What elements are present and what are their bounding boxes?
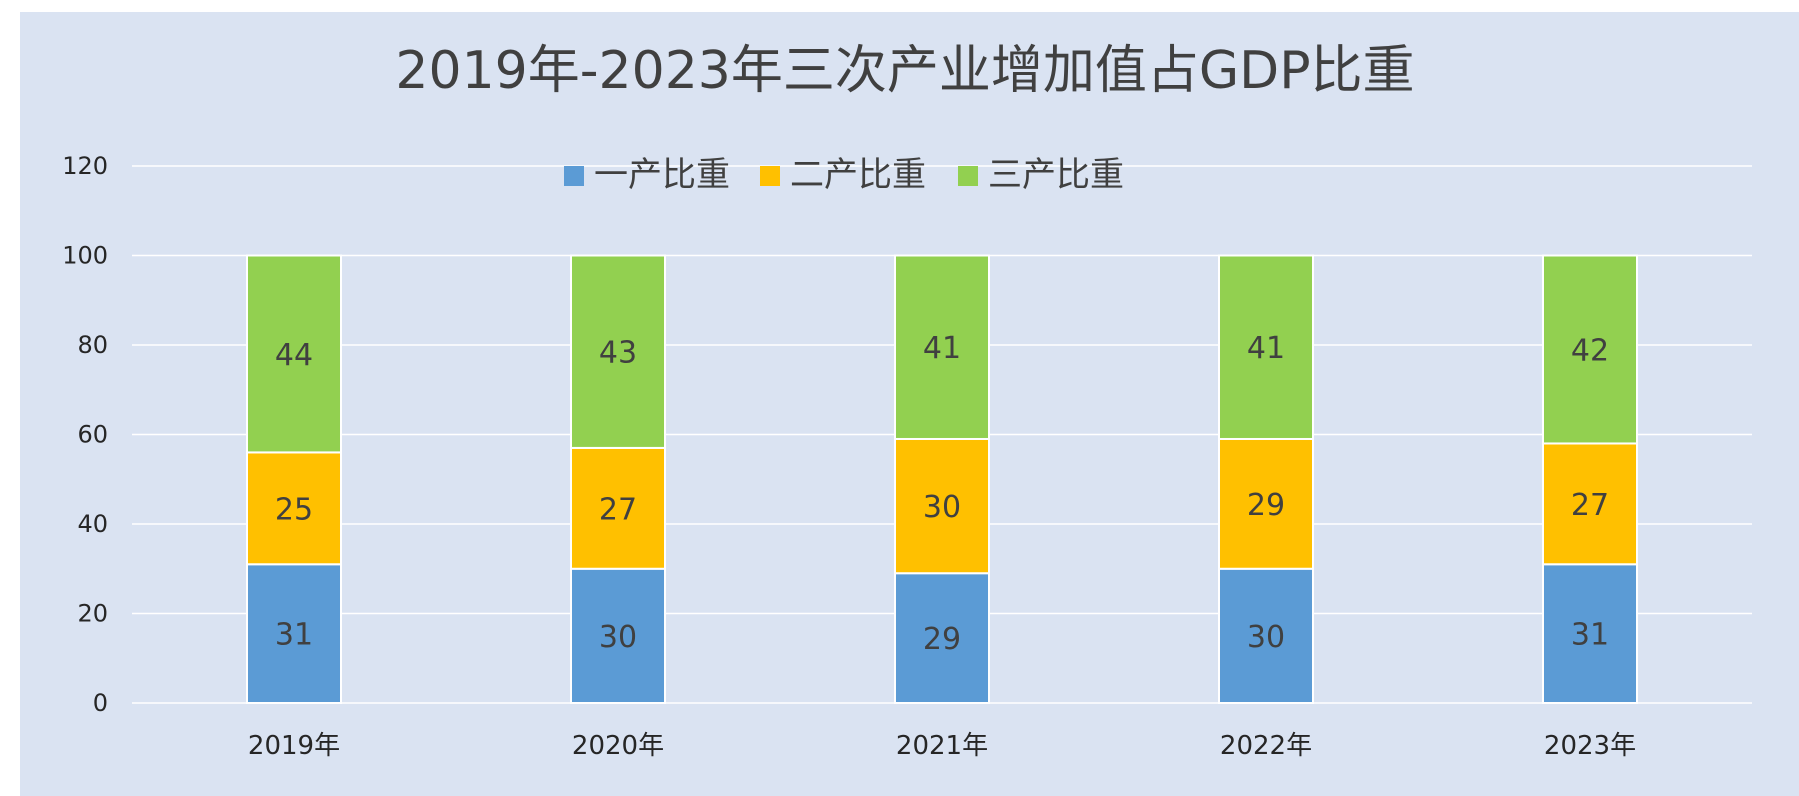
x-axis-ticks: 2019年 2020年 2021年 2022年 2023年 bbox=[248, 731, 1636, 761]
data-label: 31 bbox=[1571, 618, 1609, 653]
legend: 一产比重 二产比重 三产比重 bbox=[564, 155, 1124, 195]
data-label: 27 bbox=[599, 492, 637, 527]
legend-label: 一产比重 bbox=[594, 155, 730, 195]
bar-segment bbox=[894, 437, 990, 575]
y-tick-label: 100 bbox=[62, 242, 108, 270]
data-label: 41 bbox=[1247, 331, 1285, 366]
y-tick-label: 80 bbox=[77, 331, 108, 359]
x-tick-label: 2020年 bbox=[572, 731, 664, 761]
data-label: 43 bbox=[599, 336, 637, 371]
data-label: 25 bbox=[275, 492, 313, 527]
bar-segment bbox=[1542, 254, 1638, 445]
x-tick-label: 2023年 bbox=[1544, 731, 1636, 761]
y-tick-label: 40 bbox=[77, 510, 108, 538]
x-tick-label: 2019年 bbox=[248, 731, 340, 761]
bar-segment bbox=[1218, 567, 1314, 704]
data-label: 31 bbox=[275, 618, 313, 653]
bar-stack: 30 27 43 bbox=[570, 254, 666, 704]
chart-title: 2019年-2023年三次产业增加值占GDP比重 bbox=[395, 41, 1414, 101]
data-label: 30 bbox=[1247, 620, 1285, 655]
data-label: 41 bbox=[923, 331, 961, 366]
y-tick-label: 120 bbox=[62, 152, 108, 180]
legend-label: 二产比重 bbox=[790, 155, 926, 195]
x-tick-label: 2021年 bbox=[896, 731, 988, 761]
bar-stack: 31 27 42 bbox=[1542, 254, 1638, 705]
x-tick-label: 2022年 bbox=[1220, 731, 1312, 761]
bar-stack: 31 25 44 bbox=[246, 254, 342, 705]
legend-swatch bbox=[564, 166, 584, 186]
bar-segment bbox=[246, 254, 342, 454]
data-label: 30 bbox=[923, 490, 961, 525]
bar-segment bbox=[1542, 563, 1638, 705]
data-label: 27 bbox=[1571, 488, 1609, 523]
bar-segment bbox=[1218, 437, 1314, 570]
bar-stack: 30 29 41 bbox=[1218, 254, 1314, 704]
y-axis-ticks: 0 20 40 60 80 100 120 bbox=[62, 152, 108, 717]
y-tick-label: 0 bbox=[93, 689, 108, 717]
bar-segment bbox=[1218, 254, 1314, 440]
legend-swatch bbox=[760, 166, 780, 186]
bar-segment bbox=[570, 567, 666, 704]
legend-label: 三产比重 bbox=[988, 155, 1124, 195]
bar-segment bbox=[570, 446, 666, 570]
y-tick-label: 60 bbox=[77, 421, 108, 449]
data-label: 30 bbox=[599, 620, 637, 655]
bar-segment bbox=[246, 451, 342, 566]
bar-layer: 31 25 44 30 27 43 29 30 41 30 29 41 31 27 42 bbox=[246, 254, 1638, 705]
bar-segment bbox=[894, 254, 990, 440]
data-label: 42 bbox=[1571, 333, 1609, 368]
legend-swatch bbox=[958, 166, 978, 186]
data-label: 29 bbox=[1247, 488, 1285, 523]
bar-segment bbox=[570, 254, 666, 449]
data-label: 29 bbox=[923, 622, 961, 657]
bar-stack: 29 30 41 bbox=[894, 254, 990, 704]
data-label: 44 bbox=[275, 338, 313, 373]
bar-segment bbox=[894, 572, 990, 704]
y-tick-label: 20 bbox=[77, 600, 108, 628]
